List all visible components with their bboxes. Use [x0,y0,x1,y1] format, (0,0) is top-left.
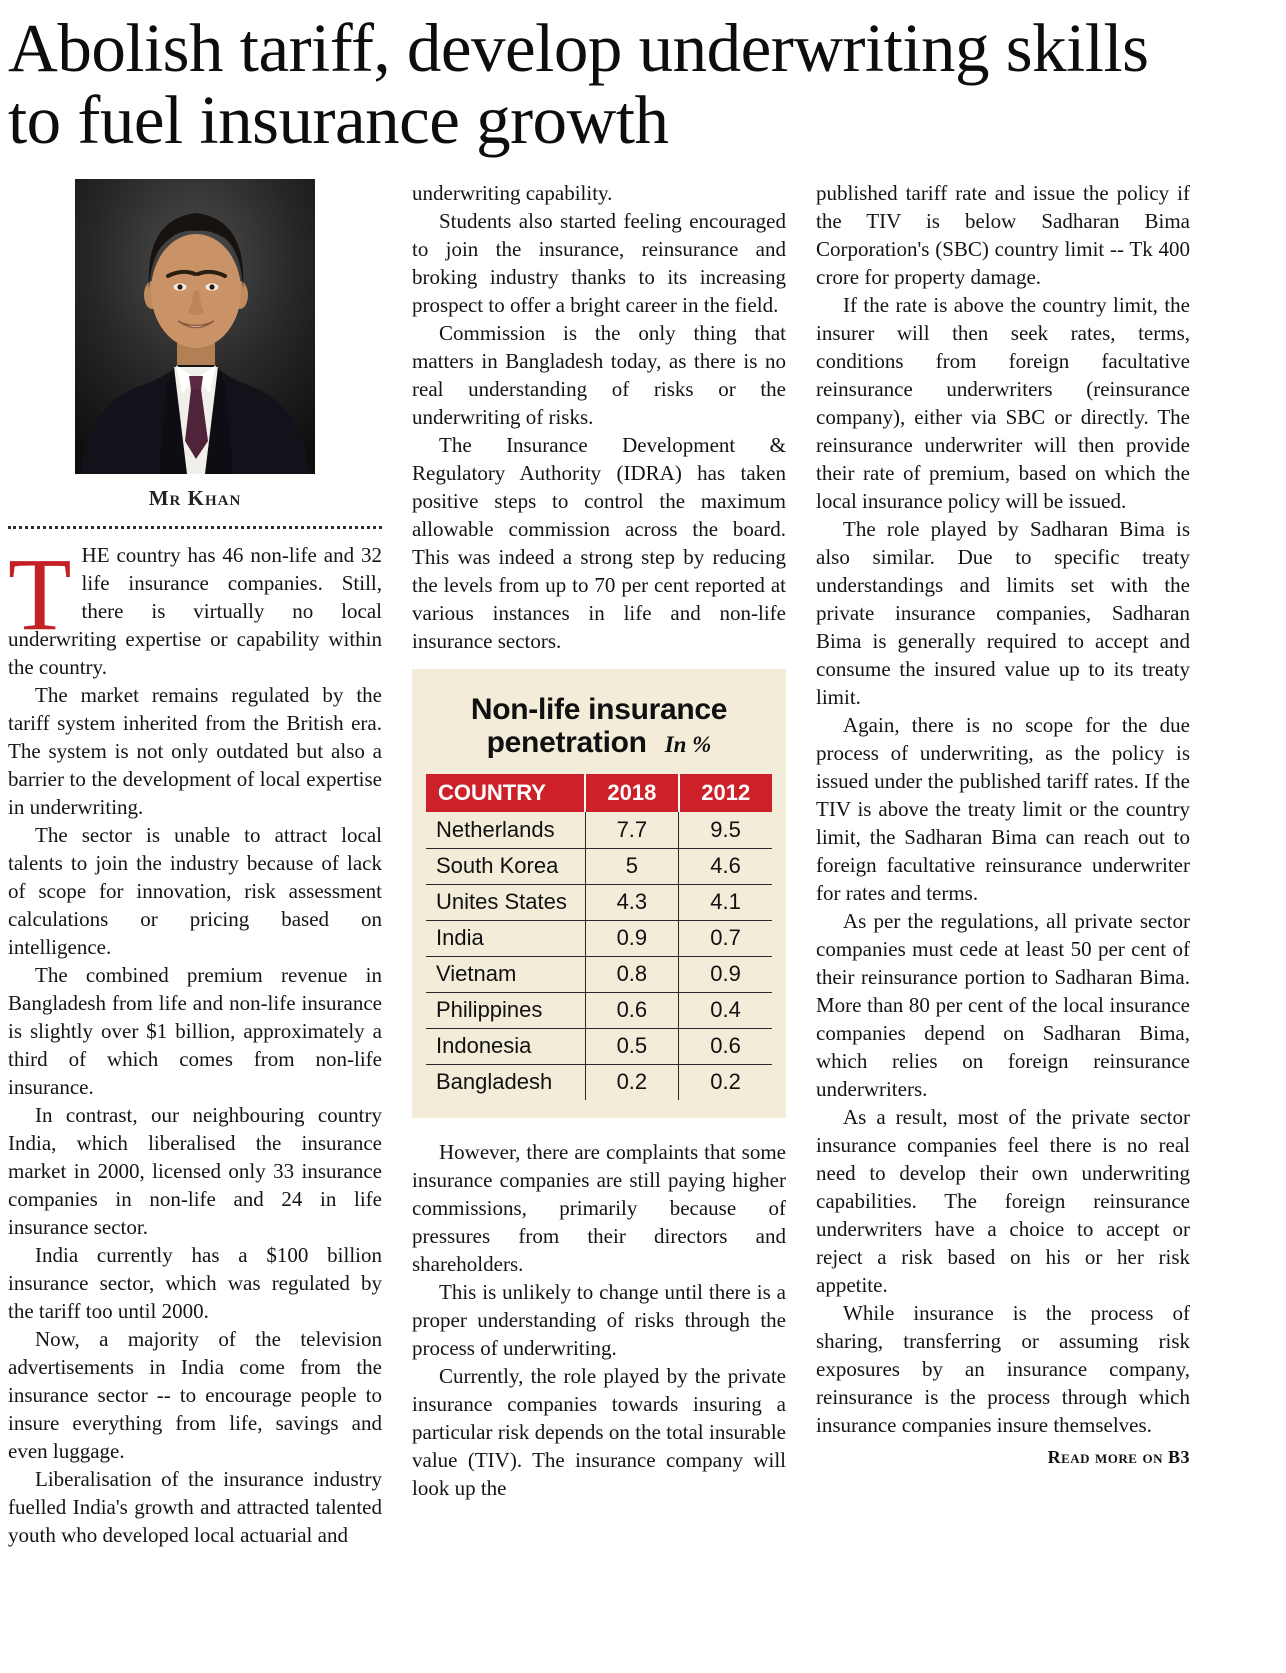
header-country: COUNTRY [426,774,586,813]
paragraph: In contrast, our neighbouring country In… [8,1102,382,1239]
cell-country: Bangladesh [436,1069,553,1095]
table-unit-label: In % [664,732,712,758]
paragraph: If the rate is above the country limit, … [816,292,1190,513]
cell-2018: 0.2 [584,1064,679,1101]
cell-2018: 0.9 [584,920,679,957]
header-2018: 2018 [584,774,679,813]
paragraph: The sector is unable to attract local ta… [8,822,382,959]
cell-country: South Korea [426,848,586,885]
paragraph: Currently, the role played by the privat… [412,1364,786,1501]
paragraph: Again, there is no scope for the due pro… [816,712,1190,905]
cell-country: Netherlands [426,812,586,849]
column-1: Mr Khan T HE country has 46 non-life and … [8,178,382,1549]
cell-country: India [426,920,586,957]
cell-2018: 7.7 [584,812,679,849]
cell-2012: 4.6 [678,848,772,885]
column-2: underwriting capability. Students also s… [412,179,786,1549]
read-more: Read more on B3 [1047,1446,1190,1467]
non-life-insurance-penetration-box: Non-life insurance penetration In % COUN… [412,668,786,1119]
paragraph: The role played by Sadharan Bima is also… [816,516,1190,709]
cell-2018: 0.8 [584,956,679,993]
paragraph: However, there are complaints that some … [412,1140,786,1277]
cell-2018: 0.5 [584,1028,679,1065]
photo-caption: Mr Khan [148,485,242,510]
paragraph: Students also started feeling encouraged… [412,208,786,317]
lead-paragraph: T HE country has 46 non-life and 32 life … [8,541,382,681]
paragraph: The market remains regulated by the tari… [8,682,382,819]
paragraph: India currently has a $100 billion insur… [8,1242,382,1323]
column-3: published tariff rate and issue the poli… [816,179,1190,1549]
penetration-table: COUNTRY 2018 2012 Netherlands 7.7 9.5 So… [426,774,772,1101]
cell-country: Vietnam [426,956,586,993]
headline: Abolish tariff, develop underwriting ski… [8,10,1149,159]
table-row: Vietnam 0.8 0.9 [426,956,772,993]
cell-2012: 0.4 [678,992,772,1029]
table-title-line2: penetration [486,726,647,760]
drop-cap: T [8,536,72,652]
lead-text: HE country has 46 non-life and 32 life i… [8,542,382,679]
author-portrait-image [75,178,315,474]
paragraph: This is unlikely to change until there i… [412,1280,786,1361]
dotted-divider [8,525,382,529]
table-row: Philippines 0.6 0.4 [426,992,772,1029]
paragraph: underwriting capability. [412,180,613,205]
cell-2018: 5 [584,848,679,885]
cell-2012: 0.2 [678,1064,772,1101]
cell-2012: 0.9 [678,956,772,993]
table-row: South Korea 5 4.6 [426,848,772,885]
paragraph: While insurance is the process of sharin… [816,1300,1190,1437]
cell-2012: 0.6 [678,1028,772,1065]
cell-country: Philippines [426,992,586,1029]
paragraph: Commission is the only thing that matter… [412,320,786,429]
header-2012: 2012 [677,774,772,813]
table-row: Bangladesh 0.2 0.2 [426,1064,772,1101]
paragraph: As a result, most of the private sector … [816,1104,1190,1297]
paragraph: published tariff rate and issue the poli… [816,180,1190,289]
table-title-line1: Non-life insurance [470,692,728,726]
newspaper-page: Abolish tariff, develop underwriting ski… [8,10,1190,1549]
table-row: Netherlands 7.7 9.5 [426,812,772,849]
author-photo-figure: Mr Khan [75,178,315,512]
author-photo [75,178,315,474]
cell-country: Indonesia [426,1028,586,1065]
table-header-row: COUNTRY 2018 2012 [426,774,772,813]
table-row: Indonesia 0.5 0.6 [426,1028,772,1065]
cell-2012: 9.5 [678,812,772,849]
table-title: Non-life insurance penetration In % [426,693,772,760]
paragraph: The Insurance Development & Regulatory A… [412,432,786,653]
cell-2018: 0.6 [584,992,679,1029]
paragraph: Now, a majority of the television advert… [8,1326,382,1463]
table-row: Unites States 4.3 4.1 [426,884,772,921]
paragraph: Liberalisation of the insurance industry… [8,1466,382,1547]
paragraph: As per the regulations, all private sect… [816,908,1190,1101]
table-row: India 0.9 0.7 [426,920,772,957]
cell-2012: 4.1 [678,884,772,921]
cell-country: Unites States [426,884,586,921]
paragraph: The combined premium revenue in Banglade… [8,962,382,1099]
cell-2018: 4.3 [584,884,679,921]
cell-2012: 0.7 [678,920,772,957]
article-columns: Mr Khan T HE country has 46 non-life and … [8,178,1190,1549]
